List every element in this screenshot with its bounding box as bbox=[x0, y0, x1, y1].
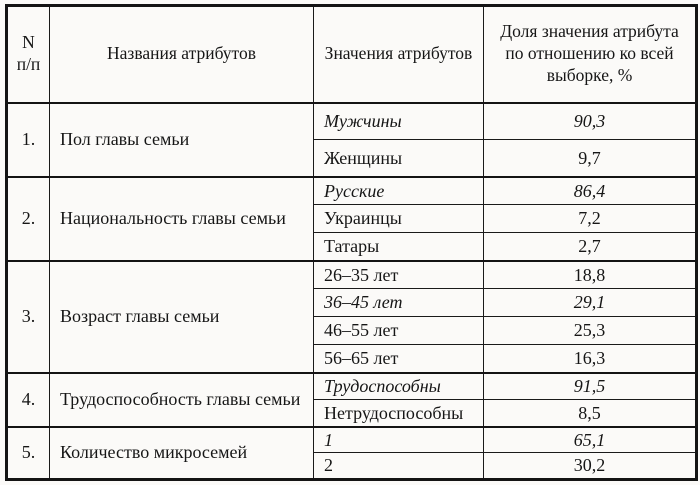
share-value-cell: 65,1 bbox=[483, 425, 697, 453]
share-value-cell: 7,2 bbox=[483, 204, 697, 233]
attribute-value-cell: 2 bbox=[313, 452, 484, 480]
table-row: Татары 2,7 bbox=[7, 232, 697, 261]
share-value-cell: 90,3 bbox=[483, 102, 697, 140]
table-row: 2 30,2 bbox=[7, 452, 697, 480]
attribute-value-cell: 1 bbox=[313, 425, 484, 453]
share-value-cell: 86,4 bbox=[483, 175, 697, 205]
attribute-value-cell: 46–55 лет bbox=[313, 316, 484, 345]
header-attribute-names: Названия атрибутов bbox=[49, 5, 314, 104]
header-num-line2: п/п bbox=[16, 54, 41, 75]
share-value-cell: 2,7 bbox=[483, 232, 697, 261]
table-row: 36–45 лет 29,1 bbox=[7, 288, 697, 317]
attribute-value-cell: 56–65 лет bbox=[313, 344, 484, 373]
header-num: N п/п bbox=[6, 5, 50, 104]
table-row: Нетрудоспособны 8,5 bbox=[7, 399, 697, 427]
table-row: Украинцы 7,2 bbox=[7, 204, 697, 233]
header-attribute-values: Значения атрибутов bbox=[313, 5, 484, 104]
table-row: 56–65 лет 16,3 bbox=[7, 344, 697, 373]
row-num-cell: 2. bbox=[6, 175, 50, 261]
share-value-cell: 8,5 bbox=[483, 399, 697, 427]
header-share: Доля значения атрибута по отношению ко в… bbox=[483, 5, 697, 104]
attribute-name-cell: Пол главы семьи bbox=[49, 102, 314, 177]
attribute-name-cell: Возраст главы семьи bbox=[49, 259, 314, 373]
share-value-cell: 25,3 bbox=[483, 316, 697, 345]
attribute-value-cell: 36–45 лет bbox=[313, 288, 484, 317]
attribute-value-cell: Татары bbox=[313, 232, 484, 261]
table-row: 1. Пол главы семьи Мужчины 90,3 bbox=[6, 102, 697, 177]
table-row: 2. Национальность главы семьи Русские 86… bbox=[6, 175, 697, 261]
attribute-name-cell: Количество микросемей bbox=[49, 425, 314, 480]
attribute-name-cell: Национальность главы семьи bbox=[49, 175, 314, 261]
attribute-value-cell: 26–35 лет bbox=[313, 259, 484, 289]
share-value-cell: 9,7 bbox=[483, 139, 697, 177]
table-row: 4. Трудоспособность главы семьи Трудоспо… bbox=[6, 371, 697, 427]
table-row: 5. Количество микросемей 1 65,1 bbox=[6, 425, 697, 480]
attribute-value-cell: Мужчины bbox=[313, 102, 484, 140]
row-num-cell: 1. bbox=[6, 102, 50, 177]
attributes-table: N п/п Названия атрибутов Значения атрибу… bbox=[5, 4, 698, 481]
share-value-cell: 30,2 bbox=[483, 452, 697, 480]
attribute-name-cell: Трудоспособность главы семьи bbox=[49, 371, 314, 427]
row-num-cell: 4. bbox=[6, 371, 50, 427]
table-row: 46–55 лет 25,3 bbox=[7, 316, 697, 345]
table-row: Женщины 9,7 bbox=[7, 139, 697, 177]
attribute-value-cell: Трудоспособны bbox=[313, 371, 484, 400]
share-value-cell: 29,1 bbox=[483, 288, 697, 317]
header-num-line1: N bbox=[22, 32, 35, 53]
attribute-value-cell: Женщины bbox=[313, 139, 484, 177]
share-value-cell: 16,3 bbox=[483, 344, 697, 373]
attribute-value-cell: Русские bbox=[313, 175, 484, 205]
share-value-cell: 18,8 bbox=[483, 259, 697, 289]
table-row: 3. Возраст главы семьи 26–35 лет 18,8 bbox=[6, 259, 697, 373]
row-num-cell: 5. bbox=[6, 425, 50, 480]
attribute-value-cell: Украинцы bbox=[313, 204, 484, 233]
attribute-value-cell: Нетрудоспособны bbox=[313, 399, 484, 427]
row-num-cell: 3. bbox=[6, 259, 50, 373]
header-row: N п/п Названия атрибутов Значения атрибу… bbox=[6, 5, 697, 104]
share-value-cell: 91,5 bbox=[483, 371, 697, 400]
